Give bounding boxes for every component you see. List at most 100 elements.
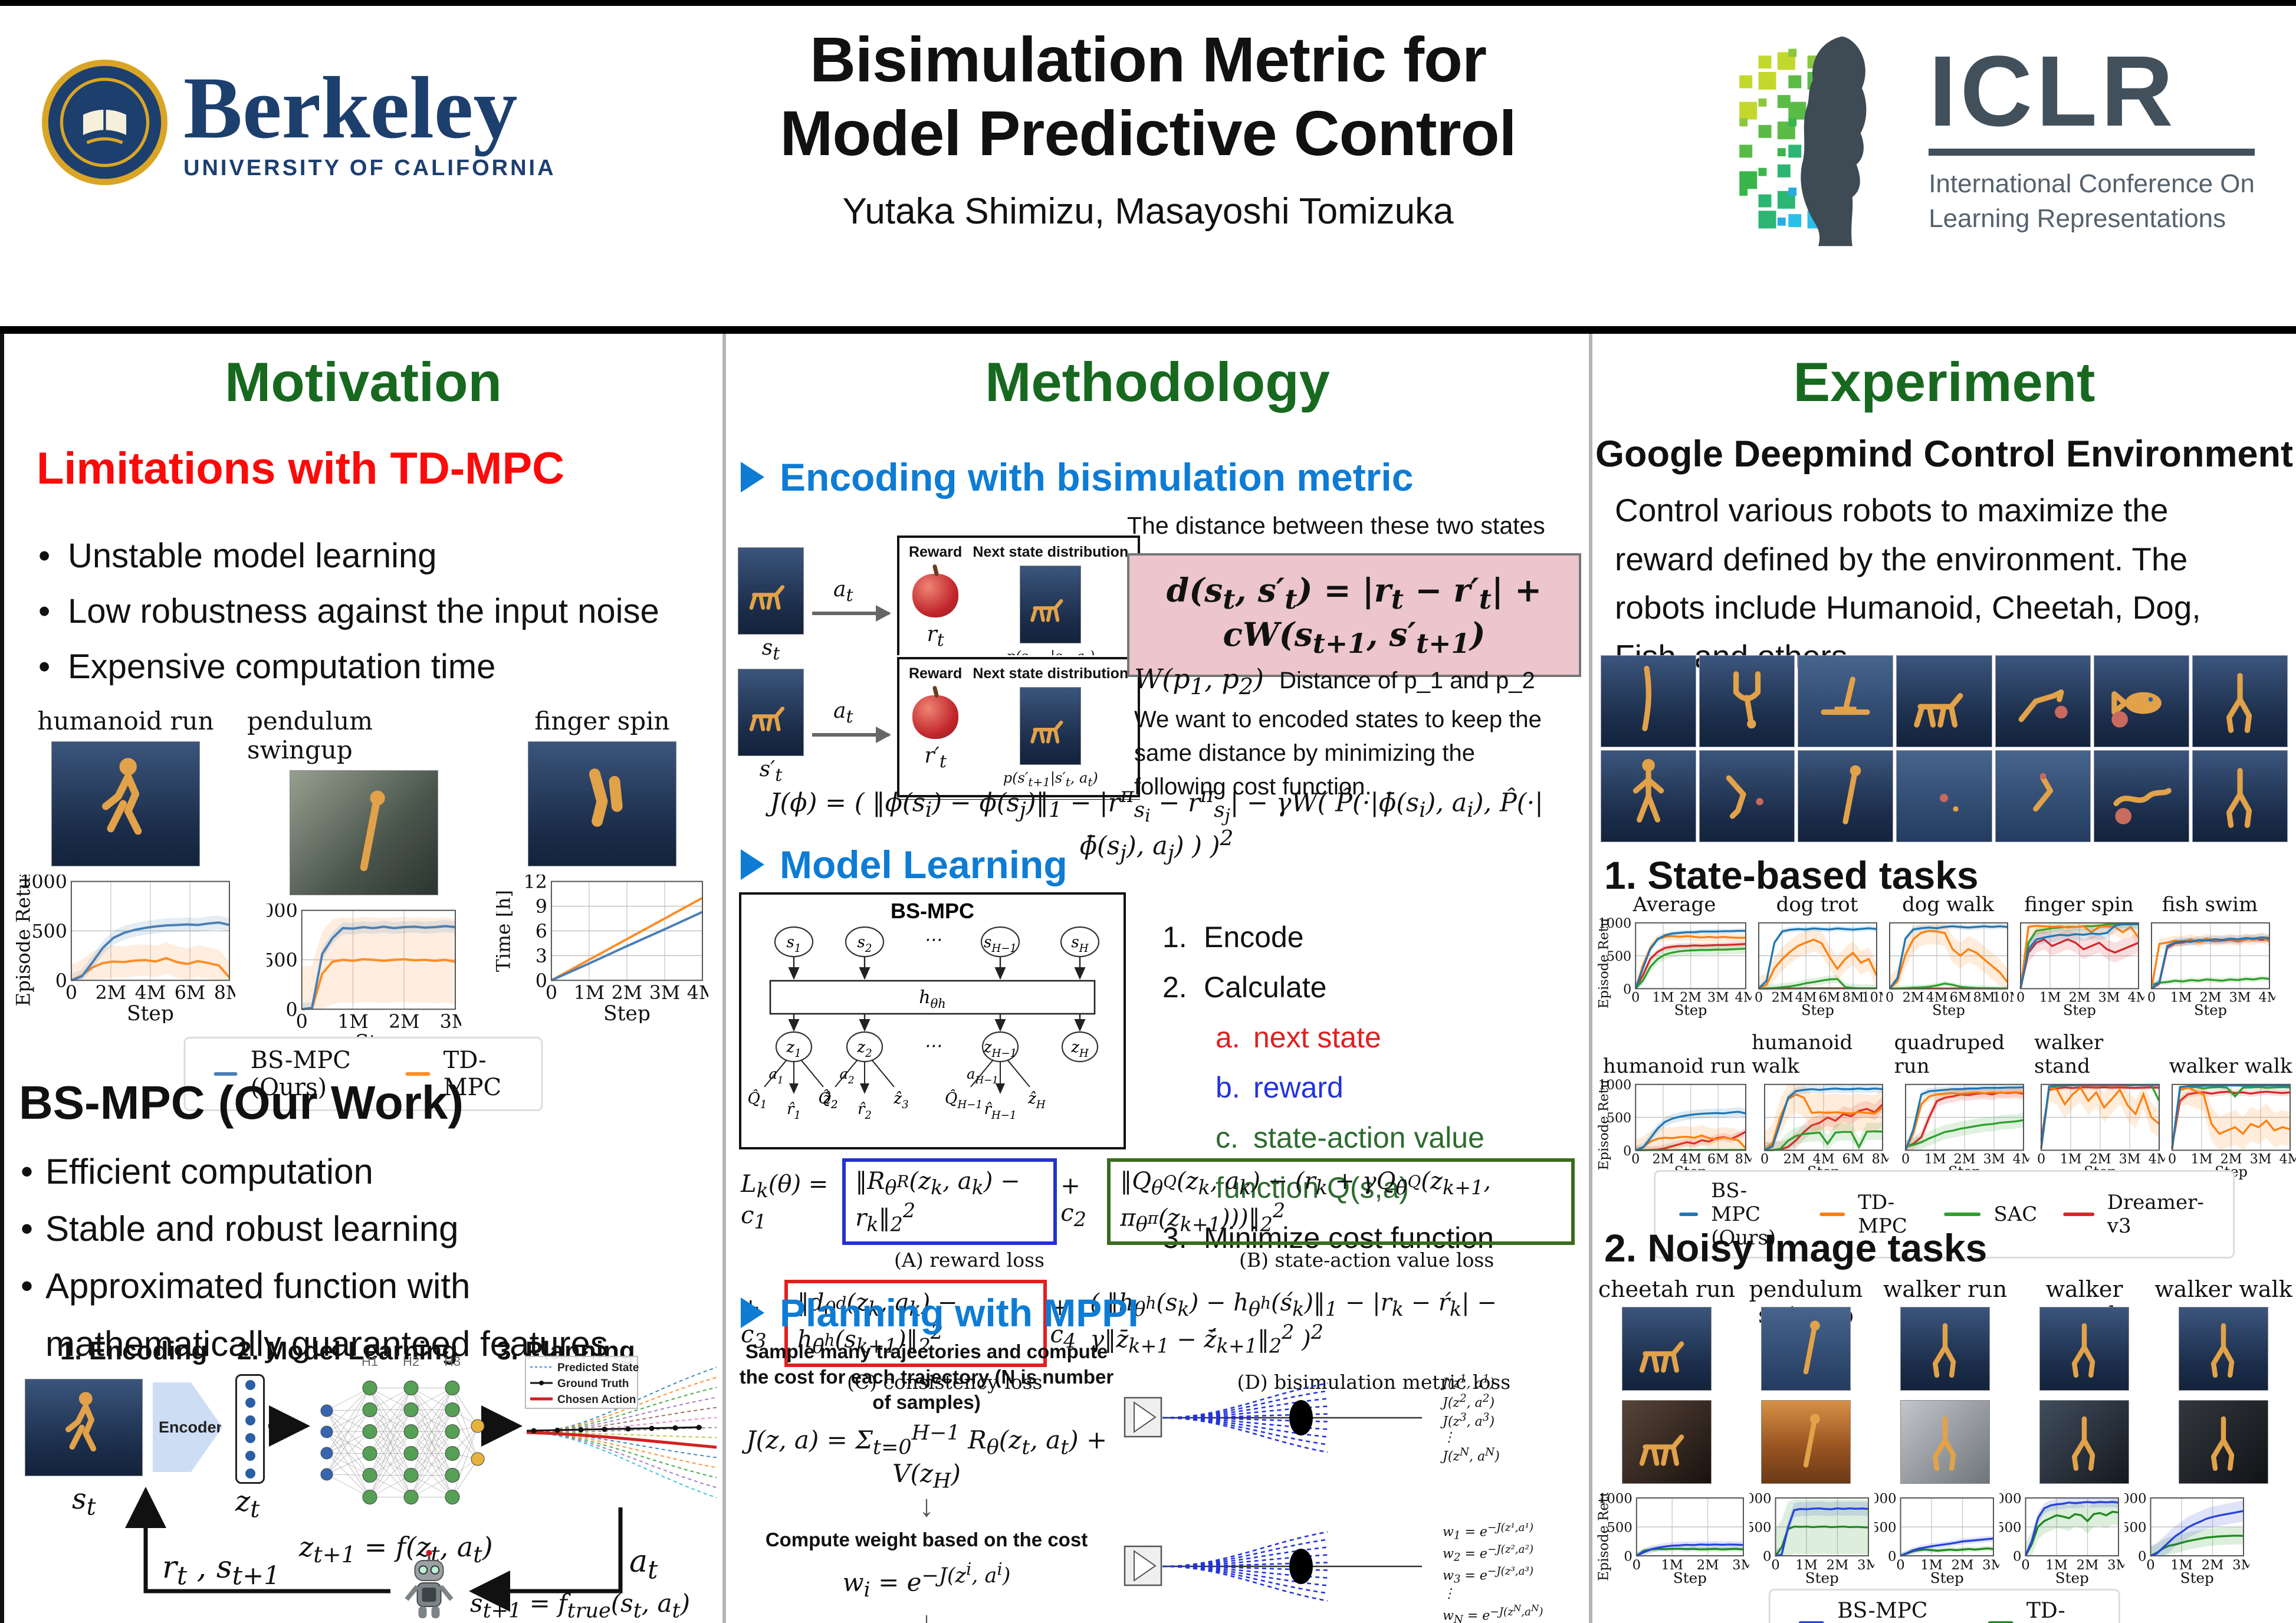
svg-text:2M: 2M — [1903, 990, 1924, 1006]
svg-text:500: 500 — [267, 950, 298, 971]
env-thumbnail — [2093, 655, 2189, 747]
chart-block: dog walk 0 2M4M6M8M10M Step — [1883, 893, 2023, 1019]
trajectory-fan-diagram — [1121, 1372, 1428, 1463]
svg-text:4M: 4M — [1795, 990, 1817, 1006]
svg-text:Step: Step — [2055, 1569, 2089, 1586]
legend-entry: TD-MPC — [405, 1047, 513, 1101]
svg-text:9: 9 — [536, 896, 547, 918]
left-border — [0, 334, 4, 1623]
svg-text:12: 12 — [524, 875, 547, 893]
env-thumbnail — [1995, 750, 2091, 842]
chart-canvas: 0 1M 2M 3M 4M 0 500 1000 Step Episode Return — [1596, 903, 1756, 1019]
svg-text:0: 0 — [1771, 1558, 1779, 1573]
svg-text:3M: 3M — [1732, 1558, 1749, 1573]
svg-text:4M: 4M — [2149, 1152, 2165, 1167]
walker-glyph-icon — [2226, 768, 2252, 828]
env-thumbnail — [1699, 750, 1795, 842]
svg-text:2M: 2M — [2077, 1558, 2099, 1573]
state-label: st — [761, 635, 780, 664]
svg-text:4M: 4M — [2013, 1152, 2029, 1167]
planning-fan-diagram: Predicted State Ground Truth Chosen Action — [522, 1353, 720, 1509]
env-cell — [1875, 1307, 2015, 1391]
fish-glyph-icon — [2111, 691, 2162, 728]
arrow-bullet-icon — [741, 1297, 764, 1328]
arrow-bullet-icon — [741, 849, 764, 880]
walker-glyph-icon — [2211, 1323, 2235, 1378]
legend-swatch — [1679, 1213, 1699, 1216]
encoder-label: Encoder — [159, 1418, 223, 1436]
svg-text:1000: 1000 — [1749, 1493, 1772, 1507]
svg-text:2M: 2M — [1954, 1152, 1976, 1167]
list-item: Expensive computation time — [22, 639, 659, 695]
svg-text:Step: Step — [1805, 1569, 1839, 1586]
svg-text:2M: 2M — [1783, 1152, 1805, 1167]
berkeley-logo: Berkeley UNIVERSITY OF CALIFORNIA — [41, 59, 556, 186]
iclr-line1: International Conference On — [1929, 169, 2255, 198]
svg-text:6M: 6M — [1819, 990, 1841, 1006]
reward-header: Reward — [909, 665, 963, 682]
model-learning-steps: 1. Encode 2. Calculate a. next state b. rewa… — [1162, 921, 1494, 1254]
svg-text:0: 0 — [2146, 1558, 2154, 1573]
pointmass-glyph-icon — [1940, 794, 1959, 812]
cheetah-glyph-icon — [1639, 1341, 1684, 1373]
svg-text:0: 0 — [1760, 1152, 1769, 1167]
chart-block: humanoid walk02M4M6M8MStep — [1752, 1031, 1894, 1180]
iclr-acronym: ICLR — [1929, 35, 2177, 147]
planning-fan-svg: Predicted State Ground Truth Chosen Action — [525, 1356, 717, 1499]
svg-text:Episode Return: Episode Return — [1597, 918, 1611, 1008]
svg-text:Time [h]: Time [h] — [496, 890, 514, 972]
svg-text:0: 0 — [2021, 1558, 2029, 1573]
chart-title: dog trot — [1776, 893, 1858, 916]
poster-title-line1: Bisimulation Metric for — [809, 24, 1487, 95]
env-cell — [2015, 1307, 2154, 1391]
model-learning-row: BS-MPC s1 s2 ⋯ sH−1 sH hθh z1 z2 ⋯ zH−1 zH a1 Q̂1 ẑ2 r̂… — [738, 891, 1581, 1263]
svg-text:Q̂1: Q̂1 — [748, 1089, 767, 1111]
reward-nextstate-box: Reward r′t Next state distribution p(s′t… — [897, 657, 1141, 797]
poster-title-line2: Model Predictive Control — [780, 97, 1516, 169]
cheetah-glyph-icon — [749, 706, 785, 731]
action-arrow-icon: at — [812, 577, 891, 622]
svg-text:6M: 6M — [1707, 1152, 1729, 1167]
chart-block: finger spin 0 1M 2M 3M 4M Step — [2013, 893, 2149, 1019]
chart-title: fish swim — [2162, 893, 2258, 916]
svg-text:0: 0 — [2147, 990, 2156, 1006]
list-item: Stable and robust learning — [4, 1200, 722, 1257]
noisy-charts-legend: BS-MPC (Ours) TD-MPC — [1768, 1589, 2120, 1623]
svg-text:4M: 4M — [1926, 990, 1948, 1006]
chart-canvas: 02M4M6M8MStep — [1760, 1083, 1893, 1180]
state-charts-row2: humanoid run02M4M6M8M05001000StepEpisode… — [1596, 1031, 2296, 1180]
mppi-fan-svg — [1124, 1382, 1422, 1453]
svg-text:0: 0 — [1888, 1549, 1896, 1565]
chart-title: humanoid walk — [1752, 1031, 1853, 1078]
svg-text:1000: 1000 — [1598, 1493, 1633, 1507]
svg-text:0: 0 — [1901, 1152, 1910, 1167]
svg-text:0: 0 — [1633, 1558, 1641, 1573]
env-thumbnail — [1761, 1400, 1851, 1484]
svg-text:8M: 8M — [214, 983, 235, 1004]
bsmpc-list: Efficient computationStable and robust l… — [4, 1143, 722, 1372]
svg-text:2M: 2M — [2090, 1152, 2111, 1167]
experiment-title: Experiment — [1793, 351, 2095, 413]
noisy-charts-row: 0 1M 2M 3M 0 500 1000 Step Episode Return 0 1M 2M 3M… — [1595, 1473, 2255, 1586]
svg-text:1000: 1000 — [19, 875, 67, 893]
fan-label: ⋮ — [1443, 1586, 1456, 1602]
walker-glyph-icon — [2211, 1416, 2235, 1471]
env-thumbnail — [2192, 655, 2288, 747]
chart-block: quadruped run01M2M3M4MStep — [1894, 1031, 2035, 1180]
svg-text:0: 0 — [1623, 982, 1631, 997]
figure-title: pendulum swingup — [247, 707, 373, 764]
svg-text:3M: 3M — [1983, 1152, 2005, 1167]
svg-text:BS-MPC: BS-MPC — [891, 899, 974, 923]
svg-text:0: 0 — [296, 1011, 308, 1033]
fan-label: w1 = e−J(z¹,a¹) — [1443, 1522, 1534, 1542]
svg-text:2M: 2M — [1827, 1558, 1849, 1573]
chart-humanoid-run: 0 2M 4M 6M 8M 0 500 1000 Step Episode Return — [12, 855, 245, 1026]
fan-label: J(zN, aN) — [1443, 1446, 1500, 1464]
neural-network-svg: H1 H2 H3 — [320, 1354, 485, 1504]
top-border — [0, 0, 2296, 6]
chart-s_dog_walk: 0 2M4M6M8M10M Step — [1883, 918, 2022, 1019]
svg-text:Predicted State: Predicted State — [557, 1362, 639, 1374]
cheetah-glyph-icon — [1639, 1434, 1684, 1466]
